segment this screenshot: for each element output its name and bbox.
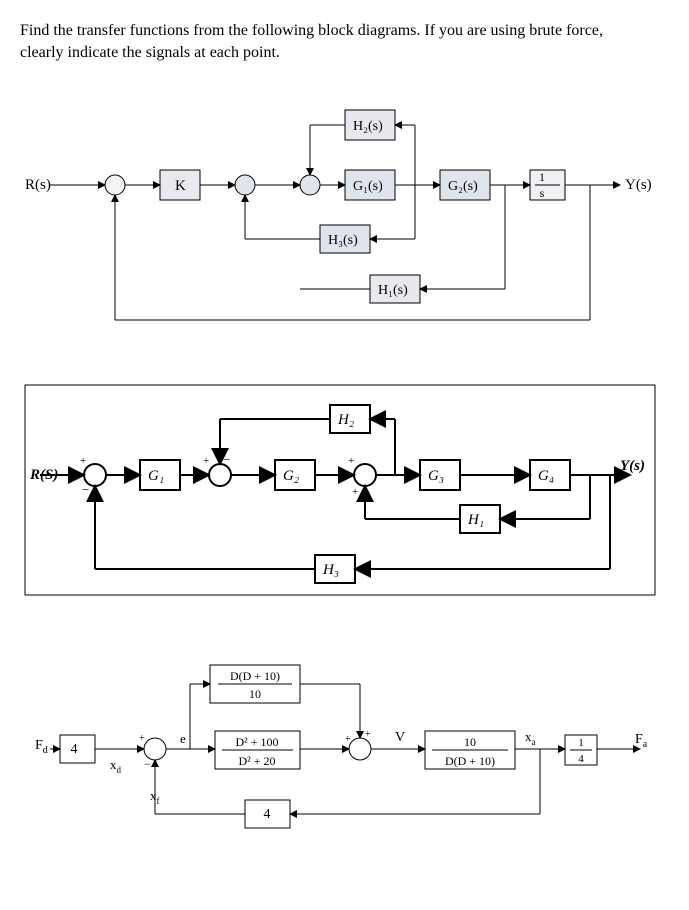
d3-plus2: +	[345, 734, 351, 745]
d1-1s-num: 1	[539, 170, 545, 184]
d2-min1: −	[82, 482, 89, 497]
d2-plus2: +	[203, 455, 209, 467]
d1-H1: H₁(s)	[378, 283, 408, 298]
d1-H3: H₃(s)	[328, 233, 358, 248]
d2-G3: G₃	[428, 468, 444, 484]
d3-xa: xa	[525, 729, 536, 747]
d1-input-label: R(s)	[25, 177, 51, 193]
prompt-line2: clearly indicate the signals at each poi…	[20, 44, 280, 61]
d2-input: R(S)	[29, 467, 58, 483]
diagram-3: Fd 4 xd + − e D(D + 10) 10 D² + 100 D² +…	[20, 645, 669, 850]
diagram-1: R(s) K G₁(s) G₂(s) 1 s Y(s) H₂(s) H₃(s) …	[20, 95, 669, 340]
d1-1s-den: s	[540, 186, 545, 200]
d3-plus2b: +	[365, 729, 371, 740]
d2-plus1: +	[80, 455, 86, 467]
d3-b5n: 1	[578, 737, 584, 749]
d3-b4n: 10	[464, 735, 476, 749]
problem-text: Find the transfer functions from the fol…	[20, 20, 669, 65]
d3-V: V	[395, 730, 405, 745]
d2-G2: G₂	[283, 468, 299, 484]
d2-plus3b: +	[352, 486, 358, 498]
d3-Fa: Fa	[635, 732, 648, 750]
diagram-2: R(S) + − G₁ + − G₂ + + G₃ G₄ Y(s) H₂ H₁ …	[20, 380, 669, 605]
d2-H2: H₂	[337, 412, 354, 428]
d1-G2: G₂(s)	[448, 179, 478, 194]
d3-b3n: D² + 100	[235, 735, 278, 749]
d3-b2d: 10	[249, 687, 261, 701]
d1-K: K	[175, 178, 186, 194]
d3-b2n: D(D + 10)	[230, 669, 280, 683]
d3-b1: 4	[71, 742, 78, 757]
d2-min2: −	[223, 452, 230, 467]
d3-Fd: Fd	[35, 738, 48, 756]
d2-H1: H₁	[467, 512, 484, 528]
d2-plus3: +	[348, 455, 354, 467]
d1-output: Y(s)	[625, 177, 652, 193]
d2-G4: G₄	[538, 468, 554, 484]
d3-xd: xd	[110, 757, 122, 775]
prompt-line1: Find the transfer functions from the fol…	[20, 22, 603, 39]
d3-b3d: D² + 20	[238, 754, 275, 768]
d2-output: Y(s)	[620, 458, 645, 474]
d3-e: e	[180, 731, 186, 746]
d2-G1: G₁	[148, 468, 164, 484]
d3-min1: −	[144, 757, 151, 771]
d3-plus1: +	[139, 733, 145, 744]
d3-b5d: 4	[578, 753, 584, 765]
d3-b6: 4	[264, 807, 271, 822]
d3-b4d: D(D + 10)	[445, 754, 495, 768]
d1-H2: H₂(s)	[353, 119, 383, 134]
d2-H3: H₃	[322, 562, 339, 578]
d1-G1: G₁(s)	[353, 179, 383, 194]
